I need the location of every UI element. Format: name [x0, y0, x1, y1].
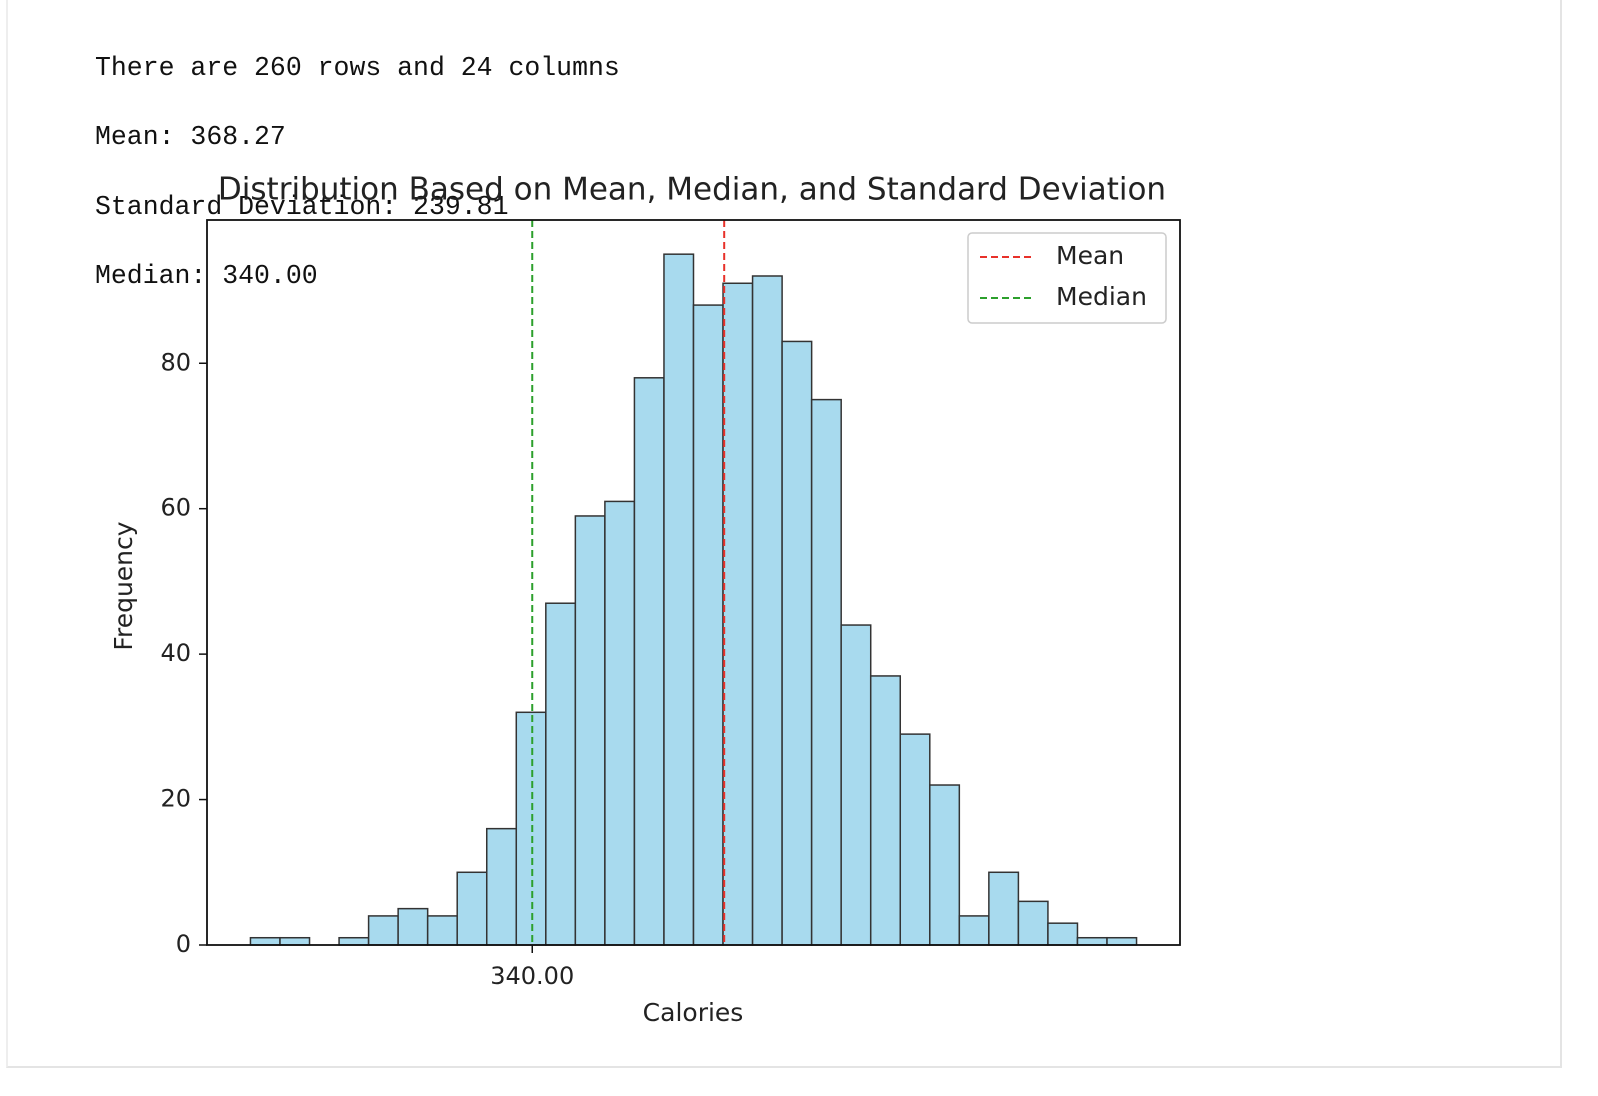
bar	[574, 515, 606, 946]
y-tick-label: 60	[160, 494, 191, 522]
output-line: There are 260 rows and 24 columns	[95, 52, 620, 83]
output-line: Median: 340.00	[95, 260, 318, 291]
bar	[515, 711, 547, 946]
chart-title: Distribution Based on Mean, Median, and …	[218, 172, 1166, 208]
bar	[663, 253, 695, 946]
bar	[604, 500, 636, 946]
bar	[1047, 922, 1079, 946]
bar	[692, 304, 724, 946]
bar	[840, 624, 872, 946]
bar	[810, 398, 842, 946]
bar	[367, 915, 399, 946]
bar	[781, 340, 813, 946]
text-output: There are 260 rows and 24 columns Mean: …	[95, 16, 620, 328]
bar	[929, 784, 961, 946]
bar	[899, 733, 931, 946]
bar	[456, 871, 488, 946]
x-axis-label: Calories	[643, 998, 744, 1027]
bar	[545, 602, 577, 946]
bar	[426, 915, 458, 946]
bar	[988, 871, 1020, 946]
bar	[1076, 936, 1108, 946]
legend-label: Median	[1056, 282, 1147, 311]
y-tick-label: 20	[160, 785, 191, 813]
legend-box	[967, 232, 1167, 324]
x-tick-label: 340.00	[490, 962, 574, 990]
bar	[279, 936, 311, 946]
output-line: Mean: 368.27	[95, 122, 286, 153]
output-line: Standard Deviation: 239.81	[95, 191, 509, 222]
bar	[1106, 936, 1138, 946]
plot-frame	[206, 219, 1181, 946]
bar	[722, 282, 754, 946]
bar	[397, 907, 429, 946]
bar	[869, 675, 902, 946]
bar	[751, 275, 783, 946]
y-tick-label: 80	[160, 348, 191, 376]
output-cell	[6, 0, 1562, 1068]
bar	[633, 377, 665, 946]
bar	[249, 936, 281, 946]
bar	[338, 936, 370, 946]
bar	[1017, 900, 1049, 946]
y-tick-label: 0	[176, 930, 191, 958]
y-tick-label: 40	[160, 639, 191, 667]
bar	[958, 915, 990, 946]
bar	[485, 827, 518, 946]
y-axis-label: Frequency	[109, 521, 138, 650]
legend-label: Mean	[1056, 241, 1124, 270]
